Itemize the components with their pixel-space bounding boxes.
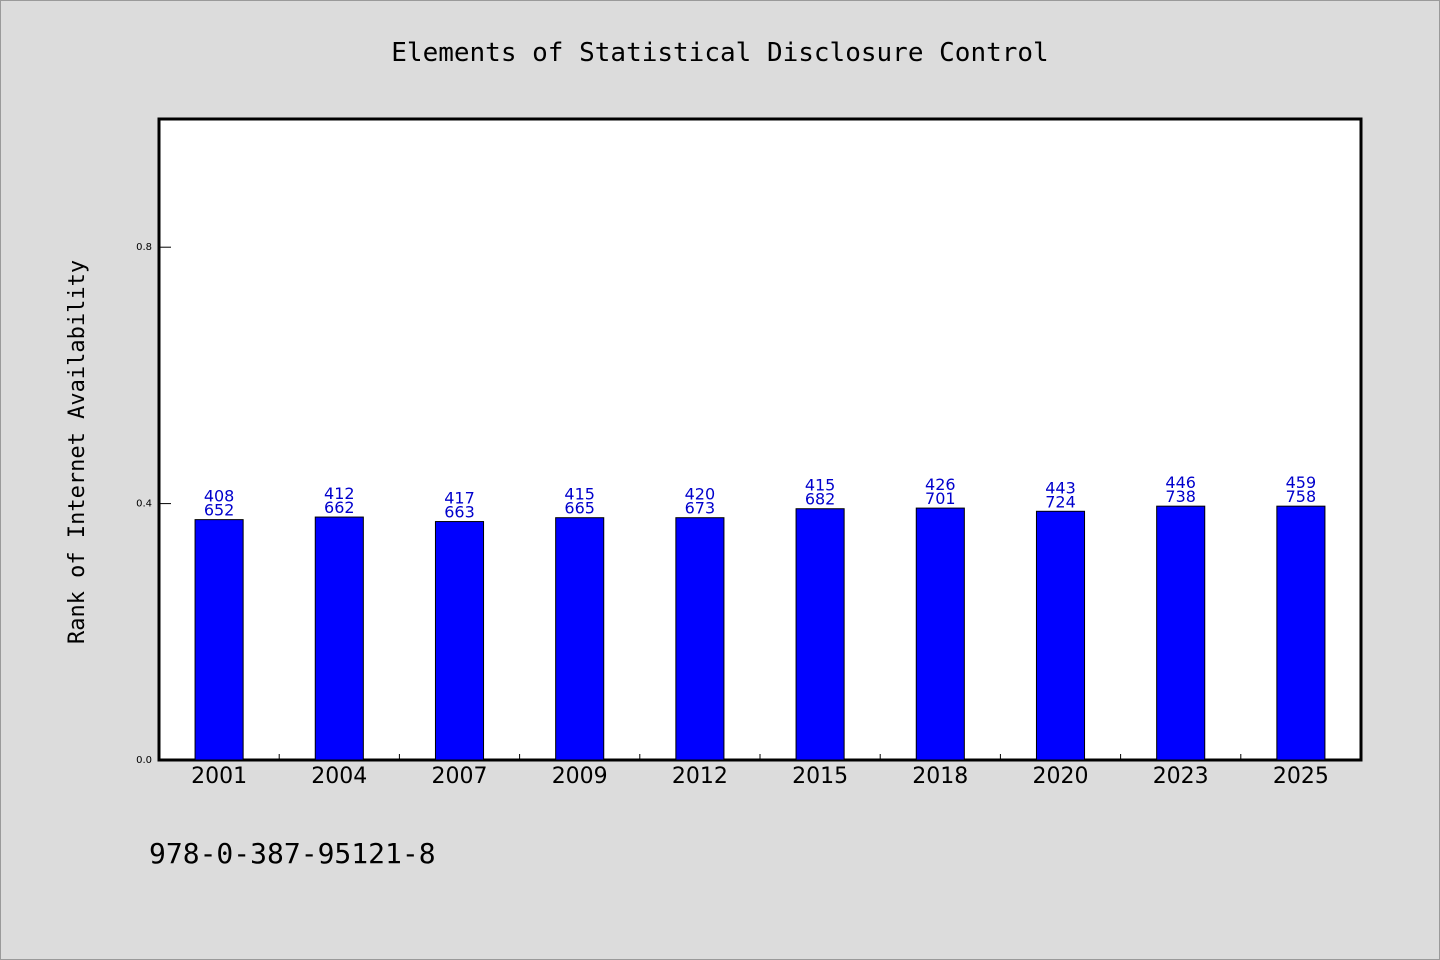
bar [434,521,485,761]
data-label-upper: 417 [444,489,475,508]
bar [314,516,364,761]
x-tick-label: 2025 [1273,764,1329,789]
data-label-lower: 682 [805,490,836,509]
data-label-upper: 415 [564,485,595,504]
bar [795,508,845,761]
data-label-lower: 701 [925,489,956,508]
bar [1156,505,1206,761]
bar [675,517,725,761]
data-label-upper: 459 [1286,473,1317,492]
data-label-lower: 673 [685,499,716,518]
chart-title: Elements of Statistical Disclosure Contr… [391,38,1048,68]
y-tick-label: 0.0 [136,755,152,766]
data-label-upper: 446 [1165,473,1196,492]
x-tick-label: 2018 [912,764,968,789]
bar [194,519,244,761]
bar [555,517,605,761]
x-tick-label: 2023 [1153,764,1209,789]
x-tick-label: 2015 [792,764,848,789]
x-tick-label: 2001 [191,764,247,789]
data-labels: 4086524126624176634156654206734156824267… [204,473,1316,521]
data-label-lower: 665 [564,499,595,518]
data-label-upper: 415 [805,476,836,495]
x-tick-label: 2009 [552,764,608,789]
data-label-lower: 724 [1045,492,1076,511]
data-label-lower: 652 [204,501,235,520]
y-axis-label: Rank of Internet Availability [65,260,90,644]
bar-series [194,505,1326,761]
data-label-upper: 408 [204,487,235,506]
x-tick-label: 2020 [1033,764,1089,789]
x-axis: 2001 2004 2007 2009 2012 2015 2018 2020 2023 2025 [191,754,1329,789]
isbn-footer: 978-0-387-95121-8 [149,837,436,870]
y-tick-label: 0.8 [136,242,152,253]
x-tick-label: 2004 [311,764,367,789]
y-axis: 0.0 0.4 0.8 [136,242,171,766]
data-label-upper: 412 [324,484,355,503]
data-label-upper: 420 [685,485,716,504]
data-label-lower: 662 [324,498,355,517]
data-label-upper: 443 [1045,478,1076,497]
bar [915,507,965,761]
bar [1276,505,1326,761]
data-label-lower: 758 [1286,487,1317,506]
y-tick-label: 0.4 [136,499,152,510]
data-label-lower: 738 [1165,487,1196,506]
data-label-lower: 663 [444,503,475,522]
x-tick-label: 2007 [432,764,488,789]
bar [1035,510,1086,761]
x-tick-label: 2012 [672,764,728,789]
data-label-upper: 426 [925,475,956,494]
